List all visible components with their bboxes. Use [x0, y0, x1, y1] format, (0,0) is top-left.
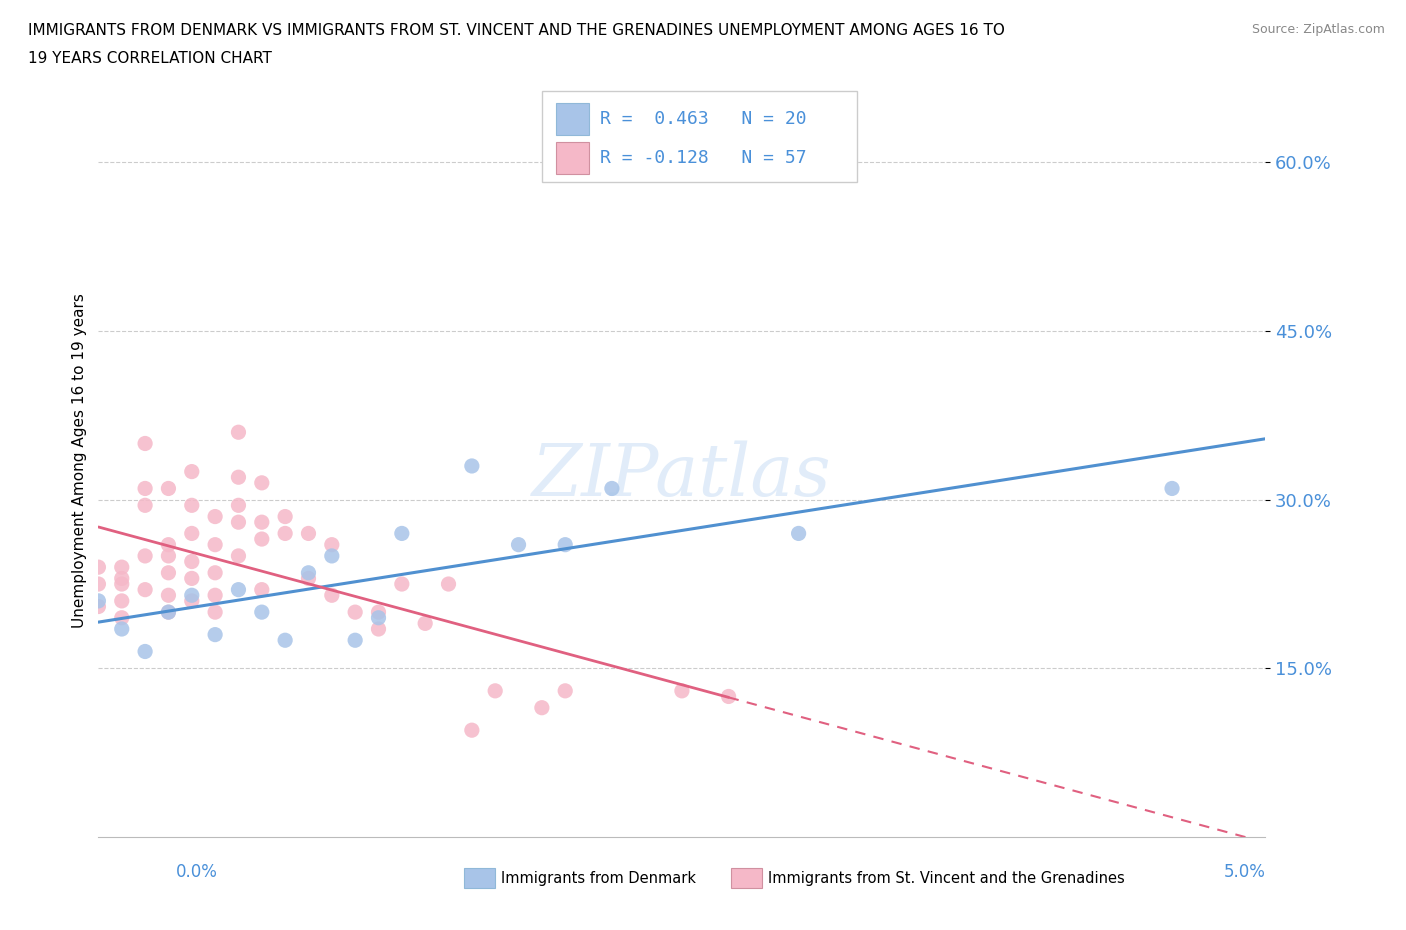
FancyBboxPatch shape [555, 102, 589, 135]
FancyBboxPatch shape [555, 141, 589, 174]
Point [180, 593, 202, 608]
Point [274, 632, 297, 647]
Text: Immigrants from Denmark: Immigrants from Denmark [501, 871, 696, 886]
Point [87, 599, 110, 614]
Point [228, 470, 250, 485]
Text: 19 YEARS CORRELATION CHART: 19 YEARS CORRELATION CHART [28, 51, 271, 66]
Point [134, 481, 156, 496]
Point [134, 436, 156, 451]
Point [250, 532, 273, 547]
Point [87, 593, 110, 608]
Text: R = -0.128   N = 57: R = -0.128 N = 57 [600, 150, 807, 167]
Point [321, 549, 343, 564]
Point [228, 549, 250, 564]
Point [461, 458, 484, 473]
Point [250, 604, 273, 619]
Point [204, 509, 226, 524]
Point [111, 577, 134, 591]
Point [134, 498, 156, 512]
Point [157, 588, 180, 603]
Point [111, 593, 134, 608]
Point [204, 588, 226, 603]
Text: Immigrants from St. Vincent and the Grenadines: Immigrants from St. Vincent and the Gren… [768, 871, 1125, 886]
Point [274, 509, 297, 524]
Point [87, 560, 110, 575]
Point [391, 577, 413, 591]
Point [321, 588, 343, 603]
Point [228, 425, 250, 440]
Point [1161, 481, 1184, 496]
Point [717, 689, 740, 704]
Point [180, 498, 202, 512]
Point [367, 621, 389, 636]
Point [250, 475, 273, 490]
Y-axis label: Unemployment Among Ages 16 to 19 years: Unemployment Among Ages 16 to 19 years [72, 293, 87, 628]
Point [228, 514, 250, 529]
Point [344, 632, 367, 647]
Point [437, 577, 460, 591]
Point [157, 565, 180, 580]
Point [413, 616, 436, 631]
Text: IMMIGRANTS FROM DENMARK VS IMMIGRANTS FROM ST. VINCENT AND THE GRENADINES UNEMPL: IMMIGRANTS FROM DENMARK VS IMMIGRANTS FR… [28, 23, 1005, 38]
Point [344, 604, 367, 619]
Text: R =  0.463   N = 20: R = 0.463 N = 20 [600, 110, 807, 128]
Point [321, 538, 343, 552]
Point [180, 588, 202, 603]
Point [367, 604, 389, 619]
Point [274, 526, 297, 541]
Text: ZIPatlas: ZIPatlas [531, 440, 832, 511]
Point [391, 526, 413, 541]
Point [180, 571, 202, 586]
Text: Source: ZipAtlas.com: Source: ZipAtlas.com [1251, 23, 1385, 36]
Point [157, 481, 180, 496]
Point [554, 684, 576, 698]
Point [228, 498, 250, 512]
Point [297, 565, 319, 580]
Point [111, 621, 134, 636]
Point [134, 582, 156, 597]
Point [530, 700, 553, 715]
Point [204, 627, 226, 642]
Point [787, 526, 810, 541]
Point [297, 526, 319, 541]
Text: 5.0%: 5.0% [1223, 863, 1265, 881]
Point [157, 604, 180, 619]
Point [157, 604, 180, 619]
Point [297, 571, 319, 586]
Point [508, 538, 530, 552]
Point [204, 565, 226, 580]
Point [250, 582, 273, 597]
Point [228, 582, 250, 597]
FancyBboxPatch shape [541, 91, 858, 181]
Point [180, 464, 202, 479]
Point [367, 610, 389, 625]
Point [87, 577, 110, 591]
Point [204, 538, 226, 552]
Point [204, 604, 226, 619]
Point [111, 610, 134, 625]
Point [180, 554, 202, 569]
Point [461, 723, 484, 737]
Point [250, 514, 273, 529]
Point [600, 481, 623, 496]
Point [157, 549, 180, 564]
Point [134, 549, 156, 564]
Point [484, 684, 506, 698]
Point [671, 684, 693, 698]
Point [554, 538, 576, 552]
Text: 0.0%: 0.0% [176, 863, 218, 881]
Point [111, 571, 134, 586]
Point [134, 644, 156, 659]
Point [111, 560, 134, 575]
Point [157, 538, 180, 552]
Point [180, 526, 202, 541]
